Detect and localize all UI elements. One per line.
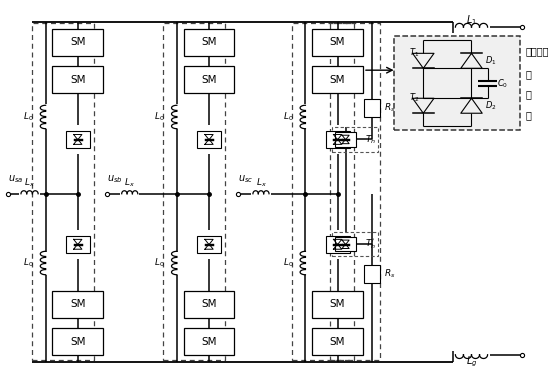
Bar xyxy=(312,28,363,55)
Bar xyxy=(335,132,356,147)
Bar xyxy=(183,28,234,55)
Bar xyxy=(326,236,350,253)
Text: $R_s$: $R_s$ xyxy=(384,268,396,280)
Text: $L_g$: $L_g$ xyxy=(466,354,477,369)
Text: $L_0$: $L_0$ xyxy=(283,257,294,269)
Text: $T_1$: $T_1$ xyxy=(409,46,419,59)
Bar xyxy=(197,236,221,253)
Text: 装: 装 xyxy=(525,90,531,100)
Bar xyxy=(52,66,103,93)
Text: SM: SM xyxy=(330,37,345,47)
Bar xyxy=(183,66,234,93)
Text: $D_2$: $D_2$ xyxy=(485,100,496,112)
Text: SM: SM xyxy=(201,74,217,84)
Bar xyxy=(52,328,103,355)
Text: $L_0$: $L_0$ xyxy=(155,111,165,123)
Bar xyxy=(332,127,378,152)
Text: $T_h$: $T_h$ xyxy=(366,133,377,146)
Bar xyxy=(312,66,363,93)
Text: $L_0$: $L_0$ xyxy=(23,257,34,269)
Bar xyxy=(312,328,363,355)
Text: SM: SM xyxy=(201,37,217,47)
Bar xyxy=(52,28,103,55)
Text: 置: 置 xyxy=(525,110,531,120)
Bar xyxy=(326,131,350,148)
Text: SM: SM xyxy=(201,337,217,347)
Bar xyxy=(365,265,381,283)
Text: 能: 能 xyxy=(525,69,531,79)
Bar xyxy=(332,232,378,256)
Text: SM: SM xyxy=(330,299,345,309)
Bar xyxy=(183,328,234,355)
Text: $L_x$: $L_x$ xyxy=(255,176,266,189)
Text: $T_2$: $T_2$ xyxy=(409,91,419,104)
Bar xyxy=(66,131,90,148)
Text: $u_{sc}$: $u_{sc}$ xyxy=(238,173,254,185)
Text: SM: SM xyxy=(201,299,217,309)
Text: $L_0$: $L_0$ xyxy=(283,111,294,123)
Bar xyxy=(197,131,221,148)
Text: $R_s$: $R_s$ xyxy=(384,101,396,114)
Text: SM: SM xyxy=(330,337,345,347)
Text: SM: SM xyxy=(330,74,345,84)
Text: SM: SM xyxy=(70,74,85,84)
Text: $C_0$: $C_0$ xyxy=(497,77,509,90)
Text: $L_0$: $L_0$ xyxy=(23,111,34,123)
Text: $D_1$: $D_1$ xyxy=(485,55,496,67)
Text: $u_{sb}$: $u_{sb}$ xyxy=(107,173,123,185)
FancyBboxPatch shape xyxy=(394,36,520,130)
Bar xyxy=(52,291,103,318)
Text: $L_1$: $L_1$ xyxy=(466,13,477,27)
Bar xyxy=(66,236,90,253)
Text: $u_{sa}$: $u_{sa}$ xyxy=(8,173,24,185)
Bar xyxy=(335,237,356,252)
Text: $L_x$: $L_x$ xyxy=(124,176,135,189)
Bar xyxy=(330,24,381,360)
Text: SM: SM xyxy=(70,337,85,347)
Bar xyxy=(312,291,363,318)
Bar xyxy=(163,24,225,360)
Text: SM: SM xyxy=(70,37,85,47)
Bar xyxy=(183,291,234,318)
Text: $T_h'$: $T_h'$ xyxy=(366,238,377,251)
Text: $L_0$: $L_0$ xyxy=(155,257,165,269)
Text: $L_x$: $L_x$ xyxy=(24,176,35,189)
Bar xyxy=(32,24,94,360)
Text: SM: SM xyxy=(70,299,85,309)
Bar xyxy=(292,24,353,360)
Bar xyxy=(365,99,381,117)
Text: 耗子模块: 耗子模块 xyxy=(525,46,548,56)
